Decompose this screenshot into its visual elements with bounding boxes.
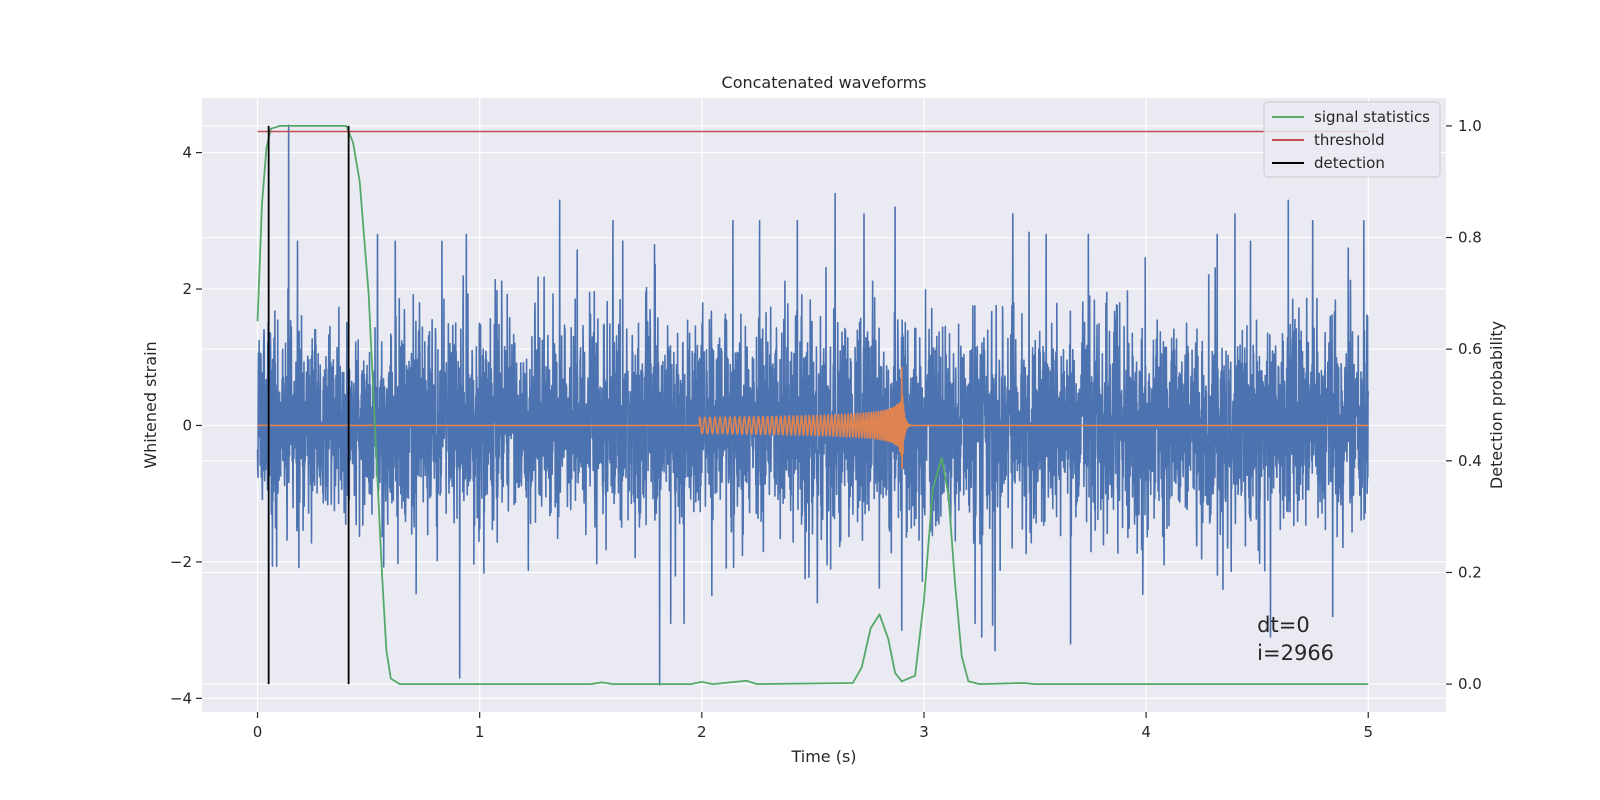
y-tick-label: −4 [170, 689, 192, 707]
y-tick-label: 4 [182, 144, 192, 162]
legend-label-detection: detection [1314, 154, 1385, 172]
y-tick-label: 2 [182, 280, 192, 298]
x-axis-title: Time (s) [790, 747, 856, 766]
y-tick-label: −2 [170, 553, 192, 571]
x-tick-label: 2 [697, 723, 707, 741]
annotation-index: i=2966 [1257, 641, 1334, 665]
x-tick-label: 0 [253, 723, 263, 741]
y2-tick-label: 0.8 [1458, 229, 1482, 247]
plot-data [256, 124, 1370, 686]
axes: 0 1 2 3 4 5 −4 −2 0 2 4 0.0 0.2 0.4 0.6 0.8 1.0 [170, 117, 1482, 741]
annotation-dt: dt=0 [1257, 613, 1310, 637]
signal-statistics-line [256, 125, 1369, 685]
legend-box [1263, 101, 1441, 178]
y-axis-title: Whitened strain [141, 341, 160, 468]
y2-tick-label: 0.2 [1458, 563, 1482, 581]
legend-label-threshold: threshold [1314, 131, 1385, 149]
x-tick-label: 5 [1363, 723, 1373, 741]
strain-line [256, 124, 1370, 686]
y2-tick-label: 1.0 [1458, 117, 1482, 135]
y-tick-label: 0 [182, 416, 192, 434]
x-tick-label: 4 [1141, 723, 1151, 741]
y2-tick-label: 0.0 [1458, 675, 1482, 693]
y2-axis-title: Detection probability [1487, 321, 1506, 489]
y2-tick-label: 0.6 [1458, 340, 1482, 358]
waveform-line [256, 366, 1369, 470]
data-layer [256, 124, 1370, 686]
y2-tick-label: 0.4 [1458, 452, 1482, 470]
x-tick-label: 3 [919, 723, 929, 741]
chart-title: Concatenated waveforms [722, 73, 927, 92]
legend-label-signal-statistics: signal statistics [1314, 108, 1430, 126]
x-tick-label: 1 [475, 723, 485, 741]
legend: signal statistics threshold detection [1263, 101, 1441, 178]
